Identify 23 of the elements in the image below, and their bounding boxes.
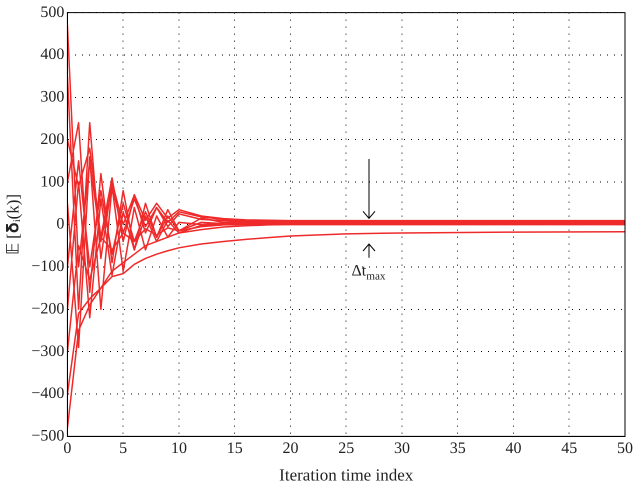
y-tick-label: 0 xyxy=(56,216,64,233)
y-tick-label: −100 xyxy=(31,258,64,276)
y-tick-label: −500 xyxy=(31,428,64,445)
x-tick-label: 45 xyxy=(561,440,578,458)
y-tick-label: 300 xyxy=(40,88,64,106)
y-tick-label: 200 xyxy=(40,130,64,148)
y-tick-label: −300 xyxy=(31,342,64,360)
x-tick-label: 50 xyxy=(617,440,633,458)
y-tick-label: 100 xyxy=(40,173,64,190)
y-axis-title: 𝔼 [𝛅ᵢ(k)] xyxy=(4,194,23,256)
x-tick-label: 20 xyxy=(282,440,298,458)
x-tick-label: 35 xyxy=(450,440,466,458)
y-tick-label: 500 xyxy=(40,4,64,21)
x-tick-label: 15 xyxy=(226,440,243,458)
x-tick-label: 40 xyxy=(505,440,522,458)
x-tick-label: 10 xyxy=(170,440,187,458)
x-axis-title: Iteration time index xyxy=(279,465,414,484)
y-tick-label: −200 xyxy=(31,300,64,318)
x-tick-label: 30 xyxy=(394,440,410,458)
y-tick-label: −400 xyxy=(31,385,64,402)
x-tick-label: 5 xyxy=(119,440,128,458)
x-tick-label: 25 xyxy=(338,440,354,458)
y-tick-label: 400 xyxy=(40,46,64,64)
